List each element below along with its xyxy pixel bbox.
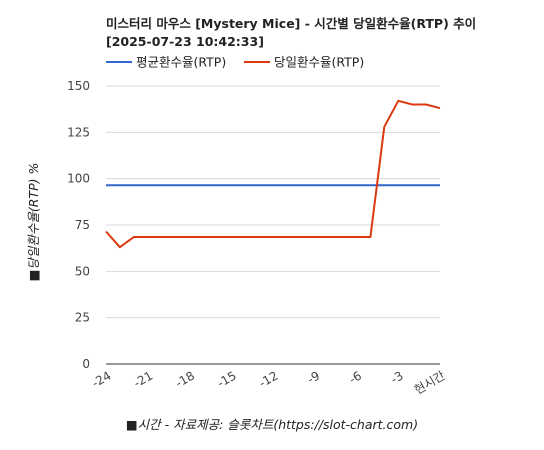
legend-label-average: 평균환수율(RTP) <box>136 55 226 70</box>
x-tick-label: -12 <box>257 368 281 390</box>
y-tick-label: 50 <box>75 264 90 278</box>
y-tick-label: 150 <box>67 79 90 93</box>
legend-label-daily: 당일환수율(RTP) <box>274 55 364 70</box>
x-axis-ticks: -24 -21 -18 -15 -12 -9 -6 -3 현시간 <box>90 368 448 397</box>
x-tick-label: -6 <box>347 368 364 386</box>
legend: 평균환수율(RTP) 당일환수율(RTP) <box>106 55 364 70</box>
series-lines <box>105 99 441 249</box>
x-axis-title: ■시간 - 자료제공: 슬롯차트(https://slot-chart.com) <box>126 417 418 432</box>
y-tick-label: 0 <box>82 357 90 371</box>
legend-item-average: 평균환수율(RTP) <box>106 55 226 70</box>
y-tick-label: 125 <box>67 125 90 139</box>
x-tick-label: 현시간 <box>412 368 448 397</box>
x-tick-label: -24 <box>90 368 114 390</box>
x-tick-label: -18 <box>173 368 197 390</box>
x-tick-label: -15 <box>215 368 239 390</box>
y-tick-label: 25 <box>75 311 90 325</box>
y-tick-label: 75 <box>75 218 90 232</box>
gridlines <box>106 85 440 365</box>
x-tick-label: -21 <box>131 368 155 390</box>
y-tick-label: 100 <box>67 172 90 186</box>
x-tick-label: -9 <box>305 368 322 386</box>
y-axis-ticks: 0 25 50 75 100 125 150 <box>67 79 90 371</box>
chart-subtitle: [2025-07-23 10:42:33] <box>106 34 264 49</box>
legend-item-daily: 당일환수율(RTP) <box>244 55 364 70</box>
x-tick-label: -3 <box>388 368 405 386</box>
chart-title: 미스터리 마우스 [Mystery Mice] - 시간별 당일환수율(RTP)… <box>106 16 476 31</box>
y-axis-title: ■당일환수율(RTP) % <box>26 163 41 282</box>
